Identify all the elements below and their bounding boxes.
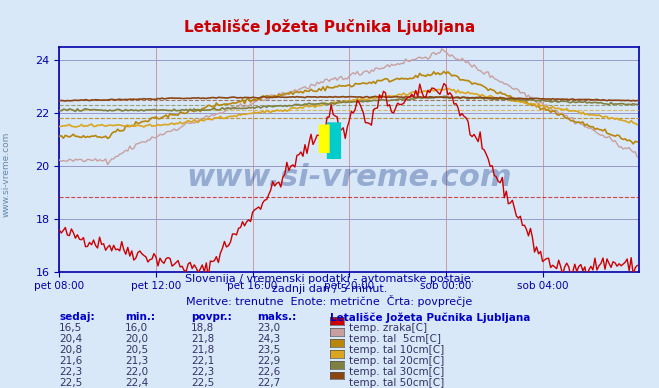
- Text: 21,3: 21,3: [125, 356, 148, 366]
- Text: 22,0: 22,0: [125, 367, 148, 377]
- Text: temp. zraka[C]: temp. zraka[C]: [349, 323, 428, 333]
- Text: 22,6: 22,6: [257, 367, 280, 377]
- Text: www.si-vreme.com: www.si-vreme.com: [186, 163, 512, 192]
- Text: 24,3: 24,3: [257, 334, 280, 344]
- Text: 18,8: 18,8: [191, 323, 214, 333]
- Text: 22,3: 22,3: [59, 367, 82, 377]
- Text: 23,0: 23,0: [257, 323, 280, 333]
- Text: Meritve: trenutne  Enote: metrične  Črta: povprečje: Meritve: trenutne Enote: metrične Črta: …: [186, 295, 473, 307]
- Text: 20,0: 20,0: [125, 334, 148, 344]
- Text: 22,5: 22,5: [191, 378, 214, 388]
- Text: temp. tal 50cm[C]: temp. tal 50cm[C]: [349, 378, 445, 388]
- Text: Letališče Jožeta Pučnika Ljubljana: Letališče Jožeta Pučnika Ljubljana: [330, 312, 530, 323]
- Text: 21,8: 21,8: [191, 334, 214, 344]
- Text: 22,5: 22,5: [59, 378, 82, 388]
- Text: 20,8: 20,8: [59, 345, 82, 355]
- Text: 22,9: 22,9: [257, 356, 280, 366]
- Text: 16,0: 16,0: [125, 323, 148, 333]
- Text: 22,7: 22,7: [257, 378, 280, 388]
- Text: temp. tal  5cm[C]: temp. tal 5cm[C]: [349, 334, 442, 344]
- Text: temp. tal 10cm[C]: temp. tal 10cm[C]: [349, 345, 445, 355]
- Text: povpr.:: povpr.:: [191, 312, 232, 322]
- Text: temp. tal 20cm[C]: temp. tal 20cm[C]: [349, 356, 445, 366]
- Text: 22,1: 22,1: [191, 356, 214, 366]
- Text: 22,4: 22,4: [125, 378, 148, 388]
- Text: sedaj:: sedaj:: [59, 312, 95, 322]
- Text: ▐: ▐: [312, 123, 340, 159]
- Text: 20,5: 20,5: [125, 345, 148, 355]
- Text: 21,6: 21,6: [59, 356, 82, 366]
- Text: zadnji dan / 5 minut.: zadnji dan / 5 minut.: [272, 284, 387, 294]
- Text: Letališče Jožeta Pučnika Ljubljana: Letališče Jožeta Pučnika Ljubljana: [184, 19, 475, 35]
- Text: maks.:: maks.:: [257, 312, 297, 322]
- Text: min.:: min.:: [125, 312, 156, 322]
- Text: www.si-vreme.com: www.si-vreme.com: [2, 132, 11, 217]
- Text: 21,8: 21,8: [191, 345, 214, 355]
- Text: Slovenija / vremenski podatki - avtomatske postaje.: Slovenija / vremenski podatki - avtomats…: [185, 274, 474, 284]
- Text: 23,5: 23,5: [257, 345, 280, 355]
- Text: temp. tal 30cm[C]: temp. tal 30cm[C]: [349, 367, 445, 377]
- Text: ▌: ▌: [318, 125, 339, 153]
- Text: 20,4: 20,4: [59, 334, 82, 344]
- Text: 22,3: 22,3: [191, 367, 214, 377]
- Text: 16,5: 16,5: [59, 323, 82, 333]
